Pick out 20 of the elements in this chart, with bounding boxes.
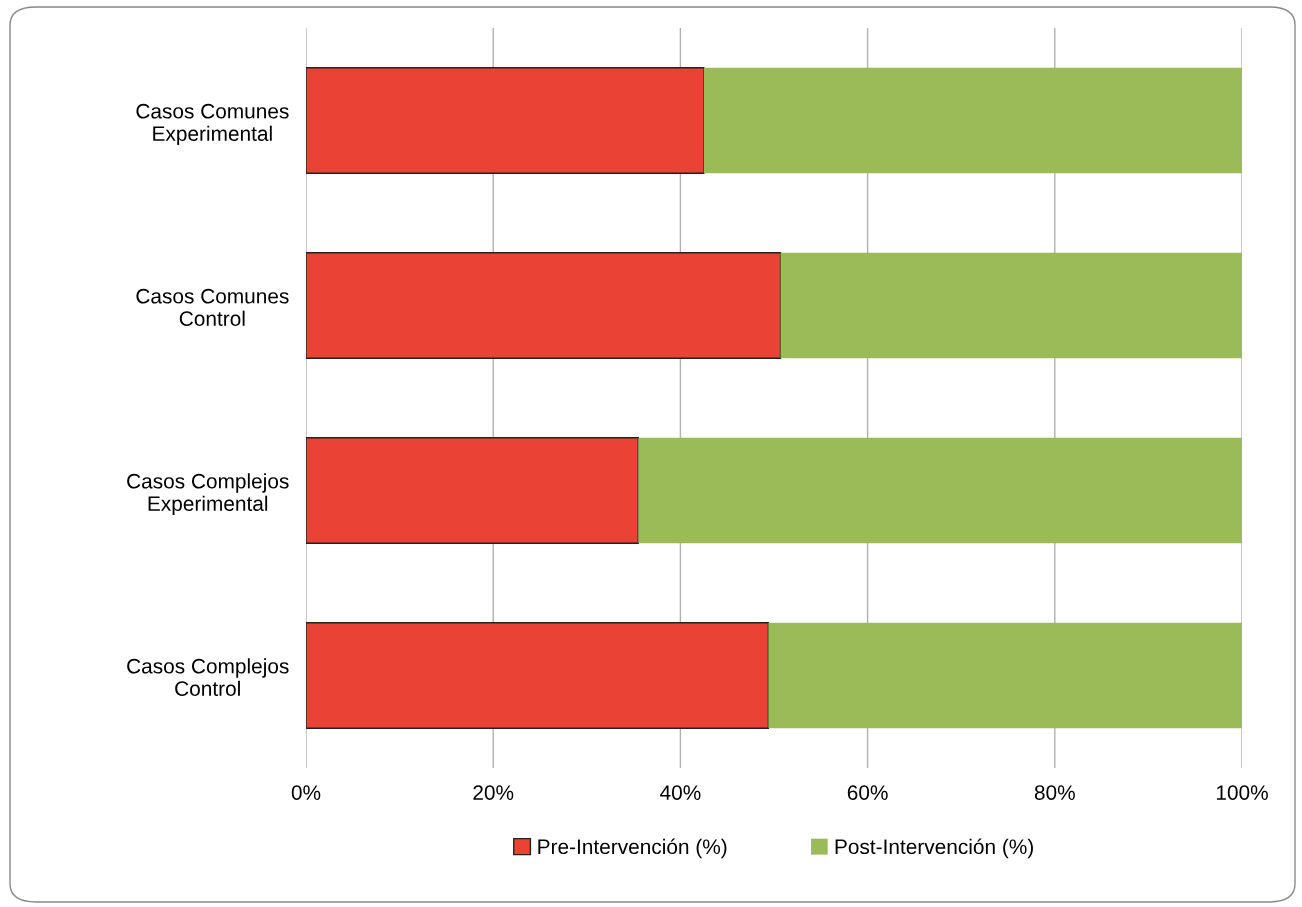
bar [306,67,705,174]
bar [768,622,1242,729]
y-tick-label: Casos Comunes Control [136,288,289,326]
x-tick-label: 80% [1034,785,1075,800]
x-tick-label: 100% [1216,785,1268,800]
x-tick-label: 40% [660,785,701,800]
bar [703,67,1242,174]
bar [306,252,782,359]
y-tick-label: Casos Complejos Experimental [127,473,289,516]
x-tick-label: 0% [291,785,321,800]
y-tick-label: Casos Comunes Experimental [136,103,289,146]
bar [306,622,770,729]
y-tick-label: Casos Complejos Control [127,658,289,696]
legend-label: Pre-Intervención (%) [538,838,727,859]
bar [780,252,1242,359]
x-tick-label: 60% [847,785,888,800]
legend-label: Post-Intervención (%) [835,838,1033,859]
x-tick-label: 20% [473,785,514,800]
bar [638,437,1242,544]
bar [306,437,639,544]
